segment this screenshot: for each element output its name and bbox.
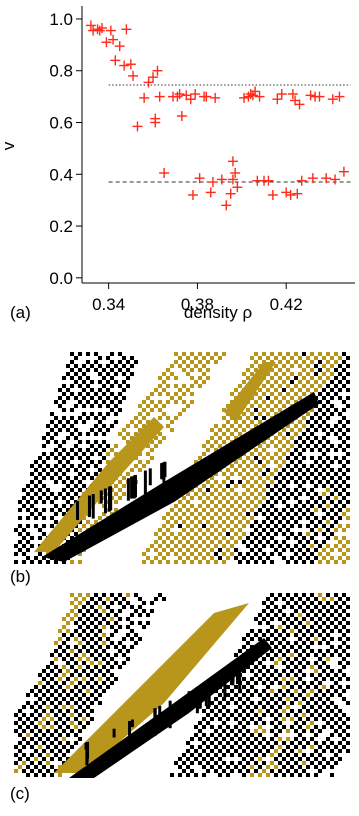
data-point (101, 37, 112, 48)
y-tick-label: 0.6 (49, 113, 73, 132)
panel-b-pattern (14, 352, 353, 566)
density-velocity-chart: 0.0 0.2 0.4 0.6 0.8 1.0 0.34 0.38 0.42 v density ρ… (0, 6, 355, 322)
data-point (187, 189, 198, 200)
data-point (294, 99, 305, 110)
data-point (296, 175, 307, 186)
data-point (243, 91, 254, 102)
data-point (227, 174, 238, 185)
y-tick-label: 0.2 (49, 217, 73, 236)
panel-c-spacetime-diagram (14, 593, 350, 778)
data-point (110, 55, 121, 66)
data-point (159, 167, 170, 178)
data-point (105, 25, 116, 36)
data-point (314, 91, 325, 102)
data-point (239, 92, 250, 103)
data-point (185, 94, 196, 105)
data-point (250, 86, 261, 97)
panel-c-pattern (14, 593, 353, 778)
x-tick-label: 0.34 (92, 295, 125, 314)
data-point (108, 34, 119, 45)
data-point (152, 65, 163, 76)
data-point (139, 92, 150, 103)
data-point (190, 89, 201, 100)
data-point (321, 173, 332, 184)
data-point (232, 182, 243, 193)
data-point (114, 41, 125, 52)
data-point (305, 90, 316, 101)
data-point (285, 189, 296, 200)
data-point (281, 187, 292, 198)
data-point (221, 200, 232, 211)
data-point (272, 94, 283, 105)
y-axis-label: v (0, 141, 18, 150)
data-point (85, 20, 96, 31)
data-point (334, 91, 345, 102)
data-point (330, 174, 341, 185)
data-point (307, 173, 318, 184)
data-point (148, 72, 159, 83)
panel-b-label: (b) (10, 567, 31, 586)
x-axis-label: density ρ (184, 303, 252, 322)
data-point (172, 91, 183, 102)
data-point (125, 59, 136, 70)
data-point (94, 25, 105, 36)
y-tick-label: 0.0 (49, 269, 73, 288)
x-tick-label: 0.42 (270, 295, 303, 314)
data-point (132, 121, 143, 132)
data-point (292, 188, 303, 199)
data-point (121, 24, 132, 35)
data-point (254, 91, 265, 102)
data-point (327, 94, 338, 105)
data-point (194, 173, 205, 184)
data-point (227, 156, 238, 167)
data-point (201, 91, 212, 102)
data-point (287, 89, 298, 100)
y-tick-label: 1.0 (49, 10, 73, 29)
data-point (92, 24, 103, 35)
data-point (174, 89, 185, 100)
data-point (338, 166, 349, 177)
data-point (276, 89, 287, 100)
data-point (119, 60, 130, 71)
data-point (150, 113, 161, 124)
data-point (267, 189, 278, 200)
data-point (225, 188, 236, 199)
data-point (263, 175, 274, 186)
data-point (176, 111, 187, 122)
panel-c-label: (c) (10, 784, 30, 803)
data-point (154, 91, 165, 102)
data-point (245, 89, 256, 100)
data-point (96, 23, 107, 34)
data-point (143, 77, 154, 88)
data-point (210, 92, 221, 103)
panel-a-label: (a) (10, 303, 31, 322)
data-point (216, 174, 227, 185)
data-point (230, 167, 241, 178)
y-tick-label: 0.8 (49, 62, 73, 81)
data-point (207, 177, 218, 188)
x-tick-label: 0.38 (181, 295, 214, 314)
data-point (128, 70, 139, 81)
data-point (205, 187, 216, 198)
panel-b-spacetime-diagram (14, 352, 350, 564)
y-tick-label: 0.4 (49, 165, 73, 184)
